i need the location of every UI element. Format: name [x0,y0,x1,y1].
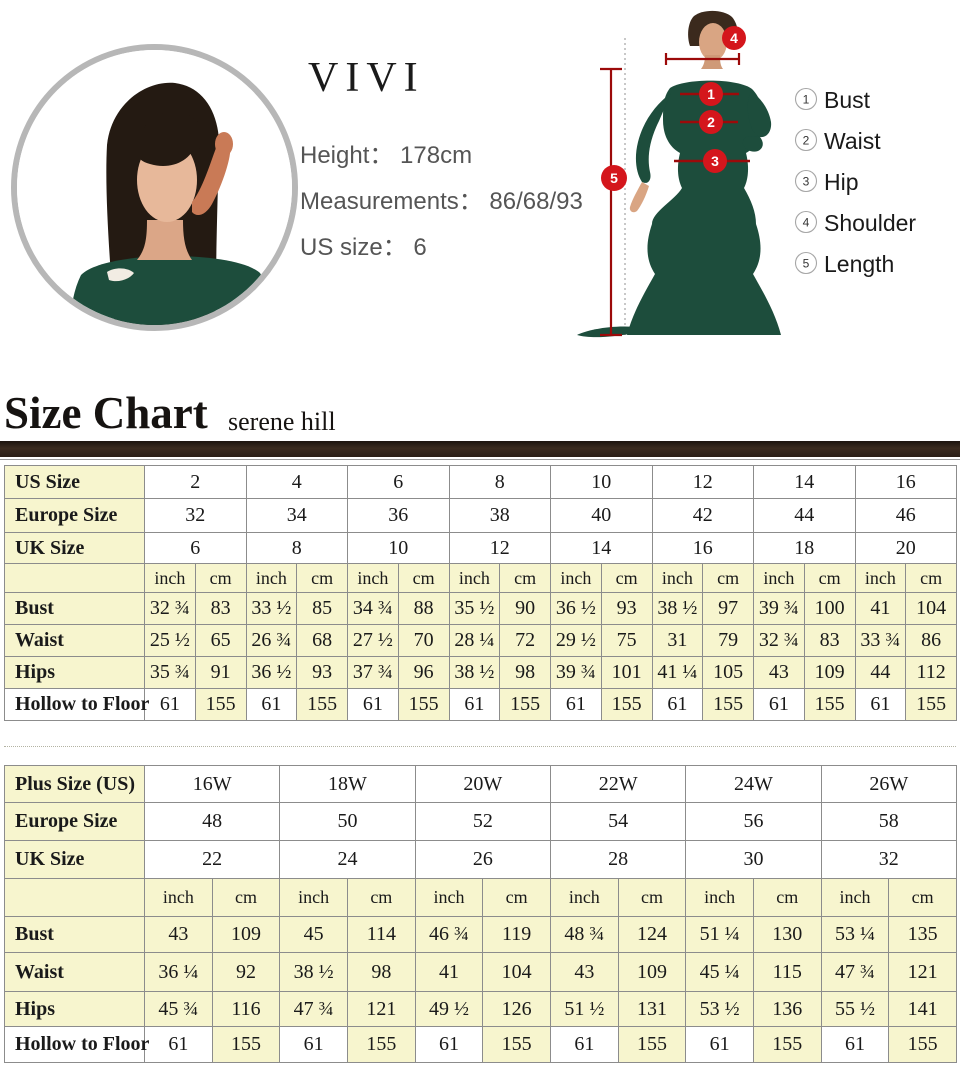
svg-text:4: 4 [803,216,810,230]
svg-text:2: 2 [707,114,715,130]
svg-text:Length: Length [824,251,894,277]
svg-text:3: 3 [711,153,719,169]
svg-text:4: 4 [730,30,738,46]
svg-text:5: 5 [610,170,618,186]
svg-text:Shoulder: Shoulder [824,210,916,236]
svg-text:Waist: Waist [824,128,881,154]
svg-text:5: 5 [803,257,810,271]
svg-text:3: 3 [803,175,810,189]
svg-text:Hip: Hip [824,169,859,195]
svg-text:1: 1 [803,93,810,107]
svg-text:1: 1 [707,86,715,102]
svg-text:Bust: Bust [824,87,871,113]
svg-text:2: 2 [803,134,810,148]
